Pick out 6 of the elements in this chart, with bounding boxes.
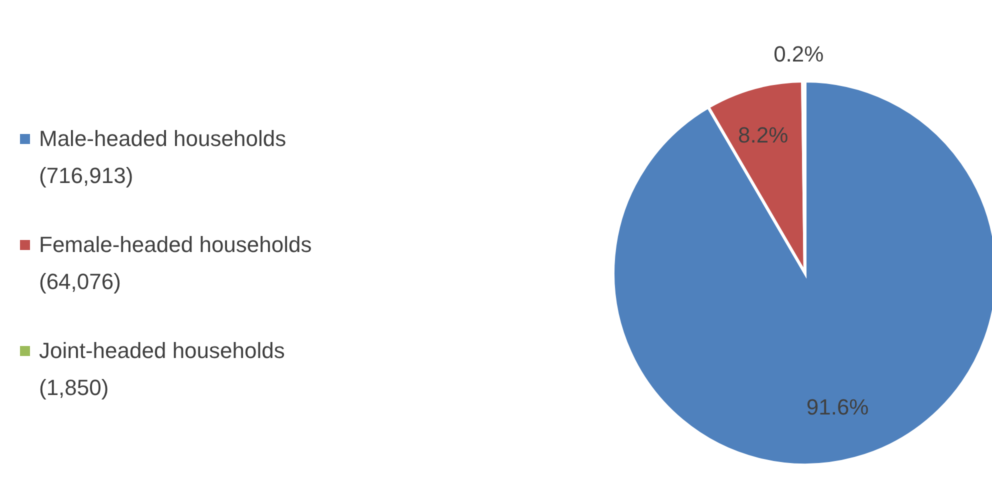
data-label: 91.6%	[806, 394, 869, 420]
data-label: 8.2%	[738, 122, 788, 148]
data-label: 0.2%	[774, 42, 824, 67]
legend-label: Male-headed households (716,913)	[39, 125, 286, 190]
legend-label: Female-headed households (64,076)	[39, 231, 312, 296]
legend-label: Joint-headed households (1,850)	[39, 337, 285, 402]
